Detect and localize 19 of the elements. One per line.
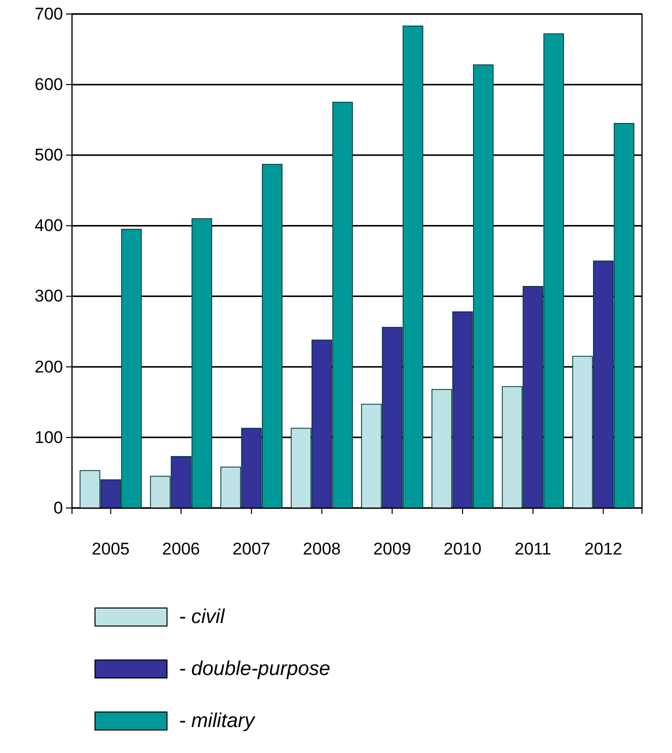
x-tick-label: 2008 [302, 539, 341, 558]
y-tick-label: 300 [34, 286, 63, 306]
legend-label: - military [179, 710, 256, 732]
y-tick-label: 400 [34, 216, 63, 236]
x-tick-label: 2009 [373, 539, 412, 558]
y-tick-label: 0 [54, 498, 63, 518]
y-tick-label: 700 [34, 4, 63, 24]
x-tick-label: 2011 [514, 539, 552, 558]
x-tick-label: 2007 [232, 539, 270, 558]
y-tick-label: 600 [34, 75, 63, 94]
y-tick-label: 200 [34, 357, 63, 376]
legend-label: - double-purpose [179, 658, 330, 680]
x-tick-label: 2006 [162, 539, 200, 558]
legend-label: - civil [179, 606, 226, 628]
y-tick-label: 100 [34, 428, 63, 447]
y-tick-label: 500 [34, 146, 63, 165]
x-tick-label: 2005 [92, 539, 130, 558]
x-tick-label: 2010 [444, 539, 482, 558]
x-tick-label: 2012 [584, 539, 622, 558]
